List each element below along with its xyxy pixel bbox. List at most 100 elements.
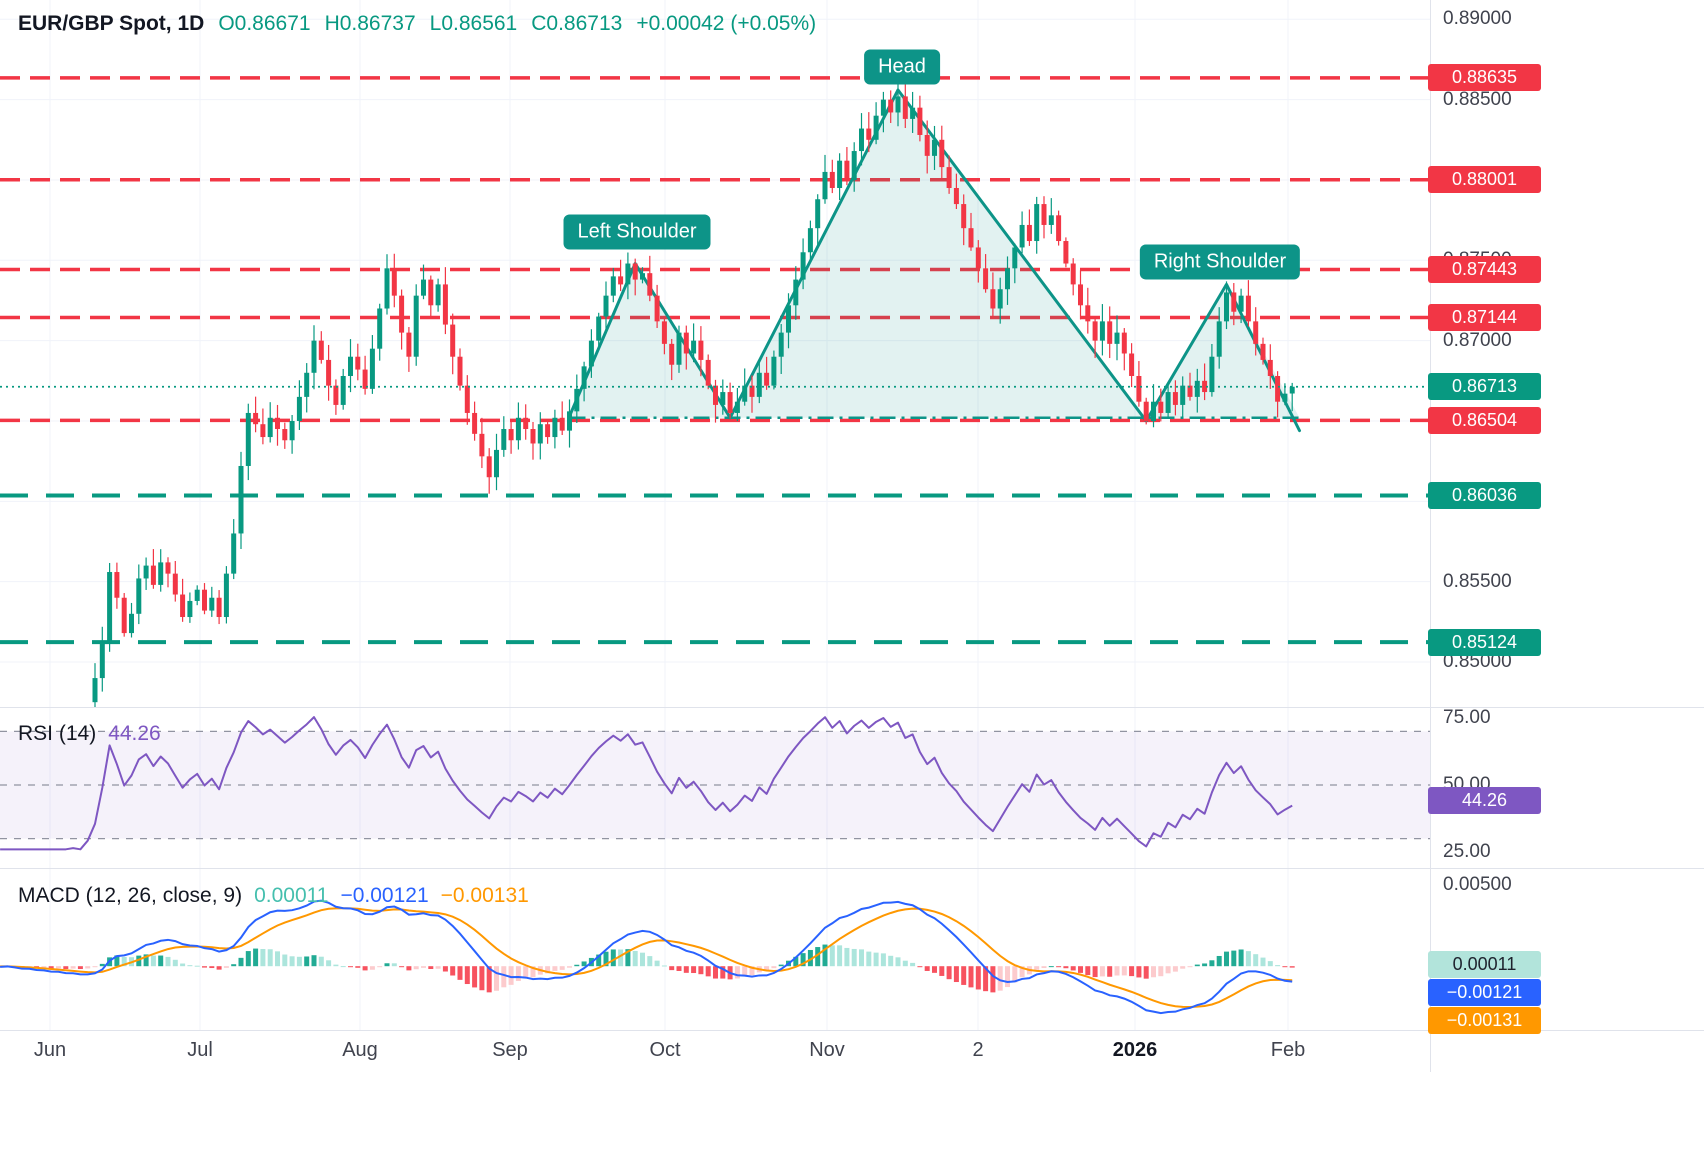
- candle-body: [691, 340, 697, 354]
- macd-hist-bar: [997, 966, 1003, 991]
- candle-body: [311, 340, 317, 373]
- macd-hist-bar: [705, 966, 711, 977]
- macd-chart-canvas[interactable]: [0, 869, 1430, 1030]
- macd-hist-bar: [618, 949, 624, 967]
- macd-hist-bar: [289, 956, 295, 967]
- pane-separator-main-rsi[interactable]: [0, 707, 1704, 708]
- time-axis-label-Feb: Feb: [1270, 1039, 1306, 1061]
- candle-body: [537, 424, 543, 444]
- macd-hist-bar: [866, 951, 872, 967]
- candle-body: [640, 273, 645, 280]
- rsi-label[interactable]: RSI (14): [18, 722, 97, 745]
- candle-body: [873, 115, 879, 140]
- macd-hist-bar: [340, 966, 346, 968]
- macd-hist-bar: [800, 953, 806, 967]
- candle-body: [567, 411, 572, 431]
- macd-hist-bar: [435, 966, 441, 969]
- candle-body: [333, 385, 339, 405]
- candle-body: [990, 289, 996, 309]
- candle-body: [581, 366, 587, 389]
- macd-hist-bar: [1172, 966, 1178, 972]
- macd-hist-bar: [1158, 966, 1164, 977]
- macd-hist-bar: [1121, 966, 1127, 976]
- candle-body: [1260, 343, 1266, 360]
- level-badge-0.88635: 0.88635: [1428, 64, 1541, 92]
- macd-value-badge-2: −0.00131: [1428, 1006, 1541, 1034]
- symbol-title[interactable]: EUR/GBP Spot, 1D: [18, 12, 205, 35]
- pane-separator-macd-timeaxis[interactable]: [0, 1030, 1704, 1031]
- pattern-label-head[interactable]: Head: [864, 49, 940, 85]
- rsi-line[interactable]: [0, 716, 1293, 851]
- macd-hist-bar: [1019, 966, 1025, 978]
- candle-body: [369, 348, 375, 389]
- candle-body: [1143, 401, 1149, 421]
- candle-body: [610, 276, 616, 296]
- candle-body: [362, 369, 368, 389]
- macd-hist-bar: [238, 957, 244, 967]
- candle-body: [348, 356, 353, 376]
- macd-hist-bar: [567, 966, 572, 968]
- rsi-legend: RSI (14) 44.26: [18, 722, 161, 746]
- macd-hist-bar: [275, 951, 280, 967]
- candle-body: [771, 356, 777, 386]
- macd-hist-bar: [603, 951, 609, 967]
- pane-separator-rsi-macd[interactable]: [0, 868, 1704, 869]
- price-chart-canvas[interactable]: [0, 0, 1430, 707]
- candle-body: [486, 456, 492, 478]
- pattern-label-right-shoulder[interactable]: Right Shoulder: [1139, 244, 1301, 280]
- candle-body: [895, 96, 901, 113]
- candle-body: [194, 589, 200, 601]
- candle-body: [793, 279, 799, 306]
- macd-hist-bar: [691, 966, 697, 974]
- macd-hist-bar: [172, 959, 178, 967]
- macd-hist-bar: [143, 954, 149, 967]
- candle-body: [1216, 321, 1222, 357]
- candle-body: [713, 385, 718, 405]
- candle-body: [136, 578, 142, 614]
- macd-hist-bar: [822, 944, 828, 967]
- macd-hist-bar: [983, 966, 989, 992]
- time-axis-label-Aug: Aug: [342, 1039, 378, 1061]
- macd-line[interactable]: [0, 899, 1293, 1015]
- rsi-chart-canvas[interactable]: [0, 708, 1430, 868]
- candle-body: [282, 429, 288, 441]
- macd-hist-bar: [333, 964, 339, 967]
- candle-body: [698, 340, 704, 360]
- candle-body: [786, 305, 791, 333]
- candle-body: [1078, 284, 1083, 306]
- candle-body: [997, 289, 1003, 309]
- price-axis[interactable]: 0.890000.885000.875000.870000.855000.850…: [1428, 0, 1704, 1072]
- level-badge-0.87144: 0.87144: [1428, 304, 1541, 331]
- price-axis-label-0.85500: 0.85500: [1443, 570, 1512, 592]
- candle-body: [399, 295, 405, 333]
- macd-hist-bar: [640, 952, 645, 967]
- candle-body: [1005, 268, 1010, 290]
- macd-hist-bar: [574, 964, 580, 967]
- candle-body: [545, 424, 551, 438]
- pattern-label-left-shoulder[interactable]: Left Shoulder: [563, 214, 711, 250]
- time-axis-label-Jun: Jun: [33, 1039, 67, 1061]
- candle-body: [851, 151, 857, 180]
- macd-hist-bar: [844, 947, 850, 967]
- candle-body: [472, 412, 478, 434]
- macd-hist-bar: [85, 966, 91, 969]
- candle-body: [92, 678, 98, 703]
- macd-hist-bar: [501, 966, 507, 988]
- macd-hist-bar: [932, 966, 937, 973]
- candle-body: [1019, 224, 1025, 248]
- macd-signal-value: −0.00131: [440, 884, 529, 907]
- candle-body: [654, 295, 660, 322]
- macd-hist-bar: [1202, 963, 1208, 967]
- rsi-axis-label-75.00: 75.00: [1443, 707, 1491, 728]
- macd-hist-bar: [924, 966, 930, 971]
- macd-hist-bar: [742, 966, 748, 977]
- time-axis[interactable]: Jun Jul Aug Sep Oct Nov 2 2026 Feb: [0, 1031, 1704, 1076]
- macd-hist-bar: [902, 960, 908, 967]
- macd-hist-bar: [150, 955, 156, 967]
- candle-body: [983, 268, 989, 290]
- macd-label[interactable]: MACD (12, 26, close, 9): [18, 884, 243, 907]
- macd-signal-line[interactable]: [0, 907, 1293, 1009]
- candle-body: [1202, 380, 1208, 393]
- macd-hist-bar: [450, 966, 456, 976]
- candle-body: [1282, 393, 1288, 402]
